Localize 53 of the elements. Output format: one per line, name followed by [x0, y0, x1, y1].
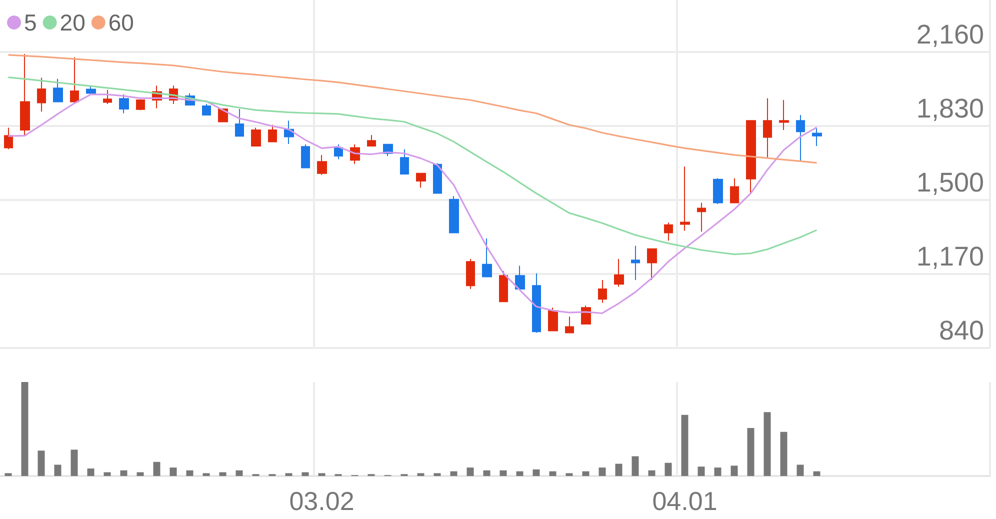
y-tick-label: 1,830	[916, 94, 984, 124]
bar	[549, 471, 556, 476]
bar	[136, 472, 144, 476]
bar	[516, 471, 524, 476]
bar	[664, 462, 672, 476]
bar	[466, 468, 474, 476]
x-tick-label: 03.02	[289, 486, 354, 516]
x-tick-label: 04.01	[652, 486, 718, 516]
bar	[4, 473, 12, 476]
bar	[500, 470, 507, 476]
bar	[698, 466, 705, 476]
bar	[70, 450, 78, 476]
bar	[450, 471, 458, 476]
bar	[813, 471, 820, 476]
legend-label: 20	[60, 10, 86, 36]
bar	[186, 470, 194, 476]
legend-label: 5	[24, 10, 37, 36]
bar	[38, 450, 45, 476]
bar	[285, 473, 292, 476]
bar	[434, 473, 441, 476]
bar	[532, 469, 540, 476]
bar	[153, 462, 160, 476]
bar	[730, 466, 738, 476]
bar	[236, 470, 243, 476]
bar	[318, 473, 326, 476]
bar	[219, 472, 226, 476]
bar	[582, 471, 590, 476]
bar	[104, 472, 111, 476]
bar	[714, 468, 722, 476]
bar	[54, 464, 62, 476]
bar	[632, 456, 639, 476]
bar	[764, 412, 771, 476]
y-tick-label: 1,170	[916, 242, 984, 272]
bar	[598, 468, 606, 476]
bar	[681, 414, 688, 476]
legend-label: 60	[108, 10, 134, 36]
bar	[417, 473, 424, 476]
bar	[170, 468, 177, 476]
bar	[615, 464, 622, 476]
bar	[120, 470, 128, 476]
y-tick-label: 1,500	[916, 168, 984, 198]
bar	[21, 382, 28, 476]
bar	[302, 472, 309, 476]
bar	[747, 428, 754, 476]
bar	[648, 470, 656, 476]
y-tick-label: 840	[938, 316, 984, 346]
bar	[483, 470, 490, 476]
bar	[202, 473, 210, 476]
bar	[780, 432, 788, 476]
bar	[796, 464, 804, 476]
bar	[87, 468, 94, 476]
y-tick-label: 2,160	[916, 20, 984, 50]
bar	[566, 473, 573, 476]
